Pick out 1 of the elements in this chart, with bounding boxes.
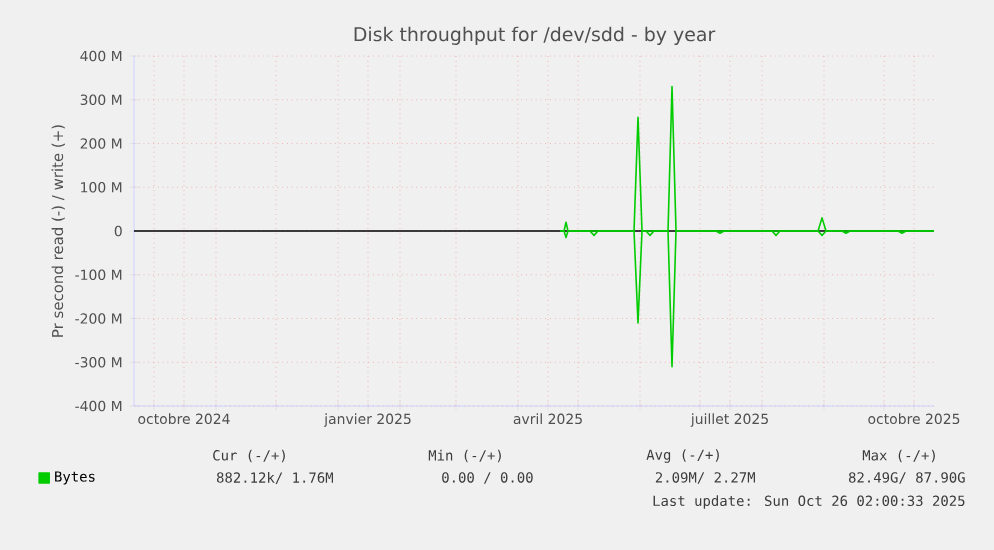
chart-title: Disk throughput for /dev/sdd - by year (354, 26, 716, 46)
